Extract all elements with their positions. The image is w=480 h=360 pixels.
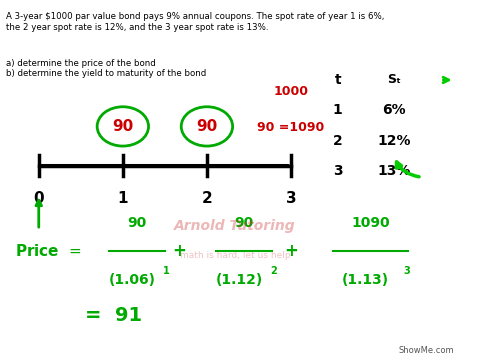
Text: math is hard, let us help: math is hard, let us help bbox=[180, 251, 290, 260]
Text: 90: 90 bbox=[112, 119, 133, 134]
Text: 3: 3 bbox=[403, 266, 410, 276]
Text: a) determine the price of the bond
b) determine the yield to maturity of the bon: a) determine the price of the bond b) de… bbox=[6, 59, 206, 78]
Text: A 3-year $1000 par value bond pays 9% annual coupons. The spot rate of year 1 is: A 3-year $1000 par value bond pays 9% an… bbox=[6, 12, 384, 32]
Text: 3: 3 bbox=[333, 164, 343, 178]
Text: (1.06): (1.06) bbox=[108, 273, 156, 287]
Text: +: + bbox=[284, 242, 298, 260]
Text: 2: 2 bbox=[270, 266, 277, 276]
Text: 1090: 1090 bbox=[351, 216, 390, 230]
Text: $\mathbf{Price}$  =: $\mathbf{Price}$ = bbox=[15, 243, 82, 260]
Text: 0: 0 bbox=[34, 191, 44, 206]
Text: 1: 1 bbox=[163, 266, 169, 276]
Text: 1: 1 bbox=[333, 103, 343, 117]
Text: (1.13): (1.13) bbox=[342, 273, 389, 287]
Text: (1.12): (1.12) bbox=[216, 273, 263, 287]
Text: 12%: 12% bbox=[377, 134, 410, 148]
Text: Sₜ: Sₜ bbox=[387, 73, 401, 86]
Text: ShowMe.com: ShowMe.com bbox=[399, 346, 455, 355]
Text: +: + bbox=[172, 242, 186, 260]
Text: 13%: 13% bbox=[377, 164, 410, 178]
Text: 2: 2 bbox=[202, 191, 212, 206]
Text: 1: 1 bbox=[118, 191, 128, 206]
Text: 90 =1090: 90 =1090 bbox=[257, 121, 324, 134]
Text: 90: 90 bbox=[196, 119, 217, 134]
Text: =  91: = 91 bbox=[85, 306, 143, 325]
Text: t: t bbox=[335, 73, 341, 87]
Text: 2: 2 bbox=[333, 134, 343, 148]
Text: Arnold Tutoring: Arnold Tutoring bbox=[174, 220, 296, 233]
Text: 90: 90 bbox=[127, 216, 146, 230]
Text: 3: 3 bbox=[286, 191, 296, 206]
Text: 90: 90 bbox=[235, 216, 254, 230]
Text: 6%: 6% bbox=[382, 103, 406, 117]
Text: 1000: 1000 bbox=[274, 85, 309, 98]
